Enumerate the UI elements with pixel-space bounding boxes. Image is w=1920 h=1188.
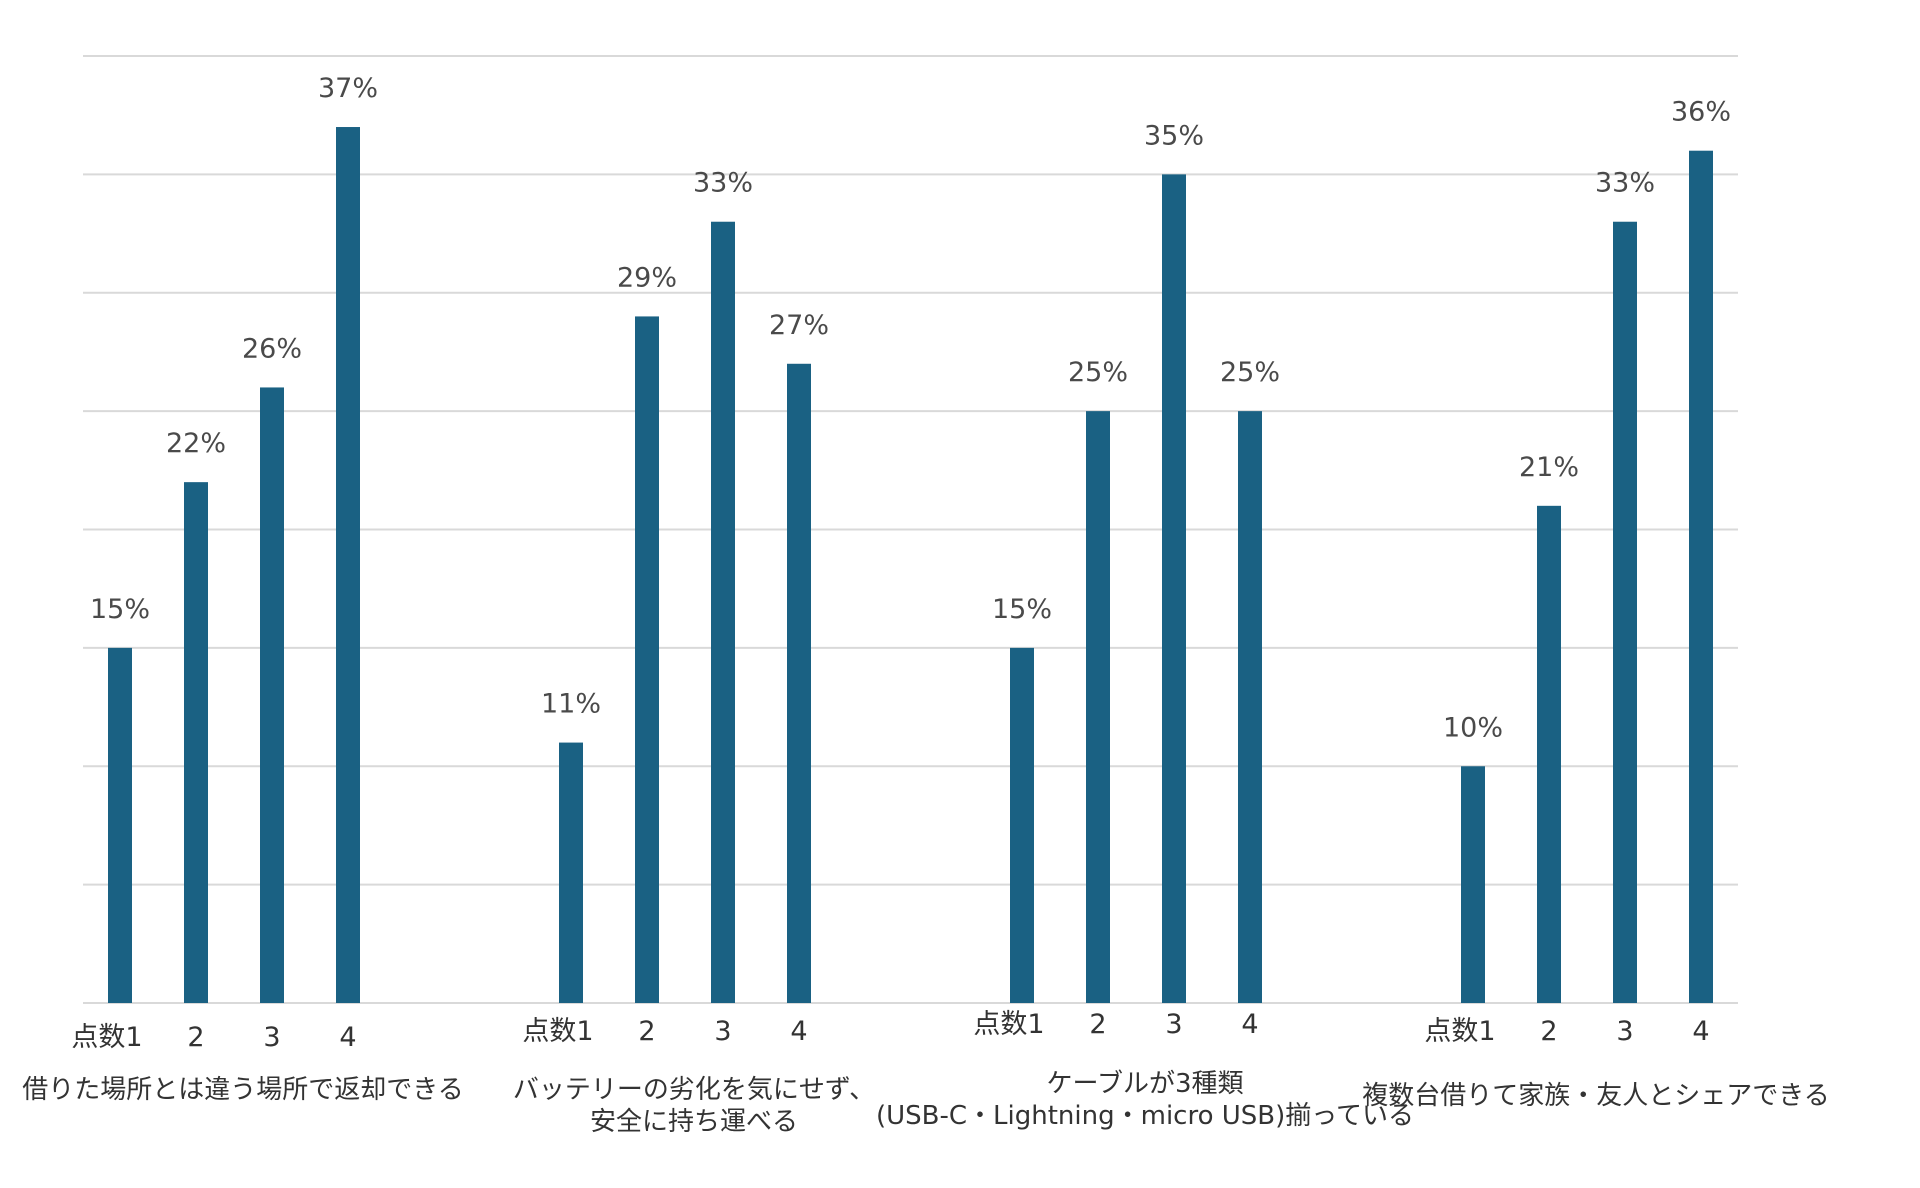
bar-group2-score1 — [559, 742, 583, 1003]
bar-group3-score2 — [1086, 411, 1110, 1003]
bar-group1-score4 — [336, 127, 360, 1003]
value-label: 33% — [1595, 168, 1655, 199]
group-labels: 借りた場所とは違う場所で返却できる バッテリーの劣化を気にせず、安全に持ち運べる ケ… — [22, 1069, 1829, 1137]
group-label: 安全に持ち運べる — [590, 1107, 798, 1137]
tick-label: 点数1 — [522, 1016, 593, 1047]
gridlines — [83, 55, 1738, 1004]
value-label: 11% — [541, 689, 601, 720]
bar-group4-score2 — [1537, 505, 1561, 1003]
bar-group2-score2 — [635, 316, 659, 1003]
value-labels: 15% 22% 26% 37% 11% 29% 33% 27% 15% 25% 35% 25% 10% 2… — [90, 73, 1731, 743]
value-label: 10% — [1443, 712, 1503, 743]
bar-group1-score1 — [108, 647, 132, 1003]
value-label: 27% — [769, 310, 829, 341]
tick-label: 2 — [1089, 1009, 1106, 1040]
tick-label: 2 — [1540, 1016, 1557, 1047]
value-label: 26% — [242, 333, 302, 364]
value-label: 21% — [1519, 452, 1579, 483]
group-label: 借りた場所とは違う場所で返却できる — [22, 1075, 463, 1105]
bar-group2-score4 — [787, 363, 811, 1003]
bars — [108, 127, 1713, 1004]
tick-label: 4 — [339, 1022, 356, 1053]
value-label: 25% — [1220, 357, 1280, 388]
bar-group3-score4 — [1238, 411, 1262, 1003]
value-label: 37% — [318, 73, 378, 104]
value-label: 35% — [1144, 120, 1204, 151]
tick-label: 点数1 — [71, 1022, 142, 1053]
bar-group1-score2 — [184, 482, 208, 1003]
value-label: 15% — [992, 594, 1052, 625]
value-label: 25% — [1068, 357, 1128, 388]
tick-label: 3 — [263, 1022, 280, 1053]
tick-label: 3 — [1616, 1016, 1633, 1047]
tick-label: 点数1 — [973, 1009, 1044, 1040]
bar-group3-score1 — [1010, 647, 1034, 1003]
tick-label: 2 — [187, 1022, 204, 1053]
value-label: 22% — [166, 428, 226, 459]
bar-group4-score1 — [1461, 766, 1485, 1003]
group-label: (USB-C・Lightning・micro USB)揃っている — [876, 1101, 1414, 1131]
group-label: 複数台借りて家族・友人とシェアできる — [1362, 1081, 1829, 1111]
tick-label: 点数1 — [1424, 1016, 1495, 1047]
value-label: 33% — [693, 168, 753, 199]
value-label: 15% — [90, 594, 150, 625]
bar-group2-score3 — [711, 221, 735, 1004]
bar-group1-score3 — [260, 387, 284, 1003]
tick-label: 4 — [1241, 1009, 1258, 1040]
tick-label: 2 — [638, 1016, 655, 1047]
tick-label: 3 — [1165, 1009, 1182, 1040]
bar-group3-score3 — [1162, 174, 1186, 1003]
tick-label: 4 — [1692, 1016, 1709, 1047]
value-label: 36% — [1671, 97, 1731, 128]
value-label: 29% — [617, 262, 677, 293]
group-label: バッテリーの劣化を気にせず、 — [513, 1075, 875, 1105]
bar-group4-score4 — [1689, 150, 1713, 1003]
tick-labels: 点数1 2 3 4 点数1 2 3 4 点数1 2 3 4 点数1 2 3 4 — [71, 1009, 1709, 1053]
tick-label: 4 — [790, 1016, 807, 1047]
bar-group4-score3 — [1613, 221, 1637, 1004]
tick-label: 3 — [714, 1016, 731, 1047]
group-label: ケーブルが3種類 — [1047, 1069, 1244, 1099]
